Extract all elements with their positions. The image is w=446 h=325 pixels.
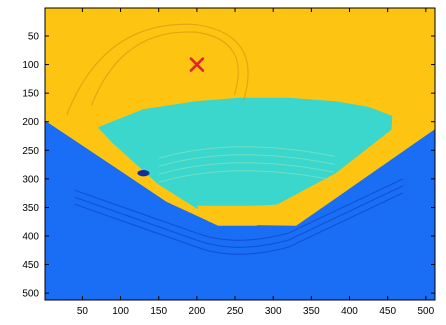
region-middle-layer — [97, 97, 393, 209]
ripple-upper-1 — [66, 23, 249, 116]
x-tick-label: 500 — [417, 306, 434, 317]
region-bottom-pocket — [196, 205, 276, 226]
x-tick-label: 400 — [341, 306, 358, 317]
ripple-lower-1 — [74, 185, 404, 248]
y-axis: 50 100 150 200 250 300 350 400 450 500 — [22, 32, 435, 300]
y-tick-label: 400 — [22, 232, 39, 243]
y-tick-label: 250 — [22, 146, 39, 157]
x-tick-label: 250 — [227, 306, 244, 317]
x-tick-label: 50 — [77, 306, 89, 317]
ripple-lower-2 — [74, 192, 404, 255]
x-axis: 50 100 150 200 250 300 350 400 450 500 — [77, 8, 435, 317]
ripple-middle-2 — [158, 162, 335, 175]
inclusion-blob — [137, 169, 150, 177]
x-tick-label: 350 — [303, 306, 320, 317]
ripple-upper-0 — [90, 31, 239, 106]
region-lower-layer — [45, 120, 435, 300]
ripple-lower-0 — [74, 178, 404, 241]
source-marker — [189, 57, 205, 72]
x-tick-label: 300 — [265, 306, 282, 317]
ripple-middle-0 — [158, 146, 335, 159]
source-marker-stroke-b — [189, 57, 205, 72]
wave-ripples — [66, 23, 404, 255]
ripple-middle-1 — [158, 154, 335, 167]
y-tick-label: 100 — [22, 60, 39, 71]
y-tick-label: 350 — [22, 203, 39, 214]
y-tick-label: 500 — [22, 289, 39, 300]
ripple-middle-3 — [158, 170, 335, 183]
x-tick-label: 450 — [379, 306, 396, 317]
y-tick-label: 300 — [22, 174, 39, 185]
plot-area — [45, 8, 435, 300]
y-tick-label: 50 — [28, 32, 40, 43]
y-tick-label: 200 — [22, 117, 39, 128]
x-tick-label: 150 — [150, 306, 167, 317]
plot-frame — [44, 7, 436, 301]
y-tick-label: 150 — [22, 89, 39, 100]
x-tick-label: 200 — [189, 306, 206, 317]
y-tick-label: 450 — [22, 260, 39, 271]
x-tick-label: 100 — [112, 306, 129, 317]
